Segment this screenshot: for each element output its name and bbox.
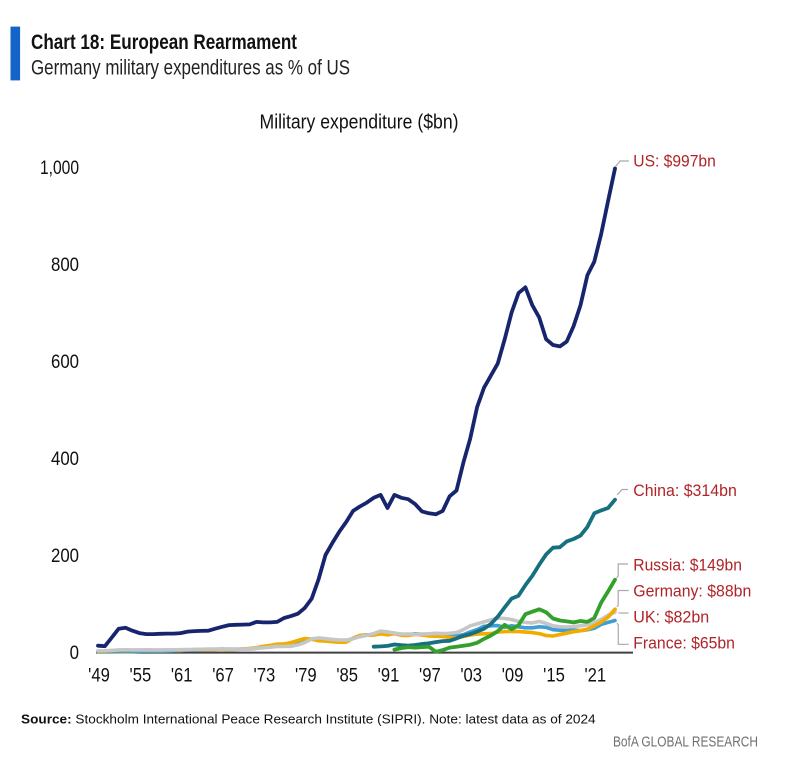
svg-text:US: $997bn: US: $997bn: [633, 152, 716, 171]
svg-text:Military expenditure ($bn): Military expenditure ($bn): [260, 112, 459, 134]
svg-text:'03: '03: [460, 666, 482, 687]
svg-text:'79: '79: [295, 666, 317, 687]
svg-text:'55: '55: [130, 666, 152, 687]
svg-text:'97: '97: [419, 666, 441, 687]
svg-text:'49: '49: [88, 666, 110, 687]
svg-text:600: 600: [51, 352, 79, 373]
svg-text:UK: $82bn: UK: $82bn: [633, 608, 709, 627]
svg-text:200: 200: [51, 546, 79, 567]
svg-text:Russia: $149bn: Russia: $149bn: [633, 556, 742, 575]
svg-text:France: $65bn: France: $65bn: [633, 634, 735, 653]
svg-text:'67: '67: [212, 666, 234, 687]
svg-text:'73: '73: [254, 666, 276, 687]
svg-text:'15: '15: [543, 666, 565, 687]
svg-text:'21: '21: [584, 666, 606, 687]
svg-text:1,000: 1,000: [40, 158, 79, 179]
svg-text:'61: '61: [171, 666, 193, 687]
svg-text:Germany: $88bn: Germany: $88bn: [633, 582, 751, 601]
svg-text:Germany military expenditures: Germany military expenditures as % of US: [31, 57, 350, 80]
svg-text:Source: Stockholm Internationa: Source: Stockholm International Peace Re…: [21, 712, 596, 727]
svg-text:'85: '85: [336, 666, 358, 687]
svg-text:800: 800: [51, 255, 79, 276]
svg-text:BofA GLOBAL RESEARCH: BofA GLOBAL RESEARCH: [613, 734, 758, 751]
svg-text:China: $314bn: China: $314bn: [633, 481, 737, 500]
svg-text:0: 0: [70, 643, 79, 664]
svg-text:Chart 18: European Rearmament: Chart 18: European Rearmament: [31, 31, 297, 54]
svg-text:'09: '09: [502, 666, 524, 687]
svg-text:400: 400: [51, 449, 79, 470]
svg-text:'91: '91: [378, 666, 400, 687]
